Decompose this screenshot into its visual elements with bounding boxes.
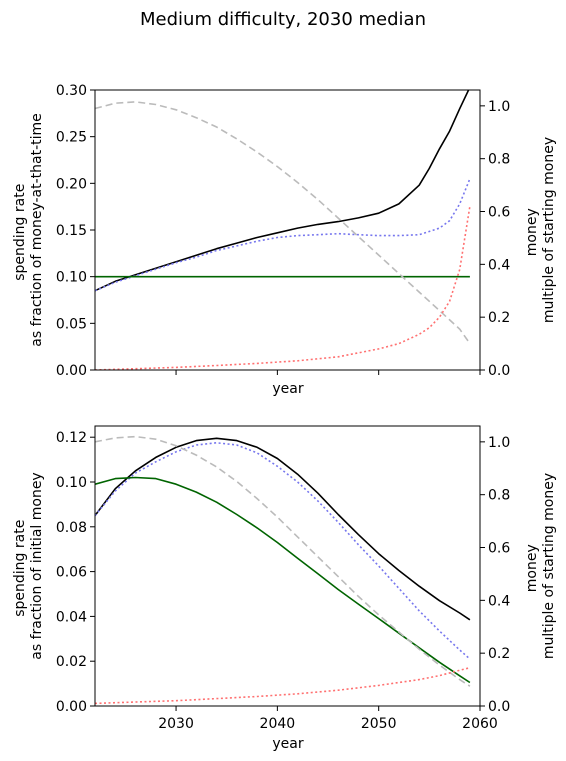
chart-bottom-x-tick-label: 2040	[260, 716, 296, 732]
chart-top-y2-tick-label: 1.0	[488, 99, 510, 115]
chart-bottom-y2-tick-label: 0.8	[488, 488, 510, 504]
figure-title: Medium difficulty, 2030 median	[140, 9, 426, 30]
chart-top-y2-tick-label: 0.4	[488, 257, 510, 273]
chart-bottom-y2-tick-label: 0.2	[488, 646, 510, 662]
chart-top-y-tick-label: 0.15	[56, 223, 87, 239]
chart-bottom-y-tick-label: 0.08	[56, 520, 87, 536]
chart-bottom-y2label-line: money	[524, 544, 540, 592]
chart-bottom-y2-tick-label: 0.6	[488, 541, 510, 557]
chart-top-y2-tick-label: 0.8	[488, 152, 510, 168]
chart-bottom-y-tick-label: 0.06	[56, 565, 87, 581]
chart-bottom-lines	[95, 435, 471, 705]
chart-top-lines	[95, 90, 471, 370]
chart-bottom-ylabel-line: as fraction of initial money	[29, 472, 45, 659]
chart-top-y-tick-label: 0.00	[56, 363, 87, 379]
chart-bottom-y2-tick-label: 0.0	[488, 699, 510, 715]
chart-top-series-line	[95, 178, 471, 292]
chart-top-y-tick-label: 0.25	[56, 130, 87, 146]
chart-top-y-tick-label: 0.20	[56, 176, 87, 192]
chart-top-y-tick-label: 0.05	[56, 316, 87, 332]
chart-top-y-tick-label: 0.10	[56, 270, 87, 286]
chart-bottom-y2label: money multiple of starting money	[524, 473, 557, 659]
chart-bottom-axes: 2030 2040 2050 2060 0.00 0.02 0.04 0.06 0.08 0.10…	[56, 430, 511, 732]
chart-top-y2label: money multiple of starting money	[524, 137, 557, 323]
chart-bottom-y-tick-label: 0.12	[56, 430, 87, 446]
chart-top-y2-tick-label: 0.0	[488, 363, 510, 379]
chart-top-y2-tick-label: 0.6	[488, 205, 510, 221]
chart-bottom: 2030 2040 2050 2060 0.00 0.02 0.04 0.06 0.08 0.10…	[12, 425, 557, 752]
chart-bottom-series-line	[95, 437, 471, 621]
chart-bottom-y-tick-label: 0.04	[56, 609, 87, 625]
chart-bottom-xlabel: year	[272, 736, 303, 752]
chart-bottom-series-line	[95, 666, 471, 705]
chart-top-series-line	[95, 90, 470, 292]
chart-bottom-series-line	[95, 435, 471, 687]
chart-top-y-tick-label: 0.30	[56, 83, 87, 99]
chart-bottom-series-line	[95, 476, 471, 684]
chart-top-ylabel-line: as fraction of money-at-that-time	[29, 113, 45, 347]
chart-top-y2label-line: multiple of starting money	[541, 137, 557, 323]
chart-top-ylabel-line: spending rate	[12, 184, 28, 281]
chart-bottom-x-tick-label: 2030	[158, 716, 194, 732]
chart-top-ylabel: spending rate as fraction of money-at-th…	[12, 113, 45, 347]
chart-bottom-y-tick-label: 0.02	[56, 654, 87, 670]
chart-top-series-line	[95, 206, 471, 370]
chart-top-series-line	[95, 101, 471, 345]
chart-bottom-y2label-line: multiple of starting money	[541, 473, 557, 659]
chart-bottom-x-tick-label: 2060	[462, 716, 498, 732]
chart-bottom-y2-tick-label: 0.4	[488, 593, 510, 609]
chart-bottom-y2-tick-label: 1.0	[488, 435, 510, 451]
chart-bottom-frame	[94, 425, 481, 707]
chart-bottom-x-tick-label: 2050	[361, 716, 397, 732]
chart-bottom-series-line	[95, 441, 471, 660]
chart-top-axes: 0.00 0.05 0.10 0.15 0.20 0.25 0.30 0.0 0.2 0.4 0.6…	[56, 83, 511, 379]
chart-top-y2label-line: money	[524, 208, 540, 256]
chart-bottom-y-tick-label: 0.00	[56, 699, 87, 715]
chart-bottom-y-tick-label: 0.10	[56, 475, 87, 491]
chart-top-y2-tick-label: 0.2	[488, 310, 510, 326]
chart-top-xlabel: year	[272, 381, 303, 397]
chart-bottom-ylabel-line: spending rate	[12, 520, 28, 617]
chart-bottom-ylabel: spending rate as fraction of initial mon…	[12, 472, 45, 659]
chart-top: 0.00 0.05 0.10 0.15 0.20 0.25 0.30 0.0 0.2 0.4 0.6…	[12, 83, 557, 397]
